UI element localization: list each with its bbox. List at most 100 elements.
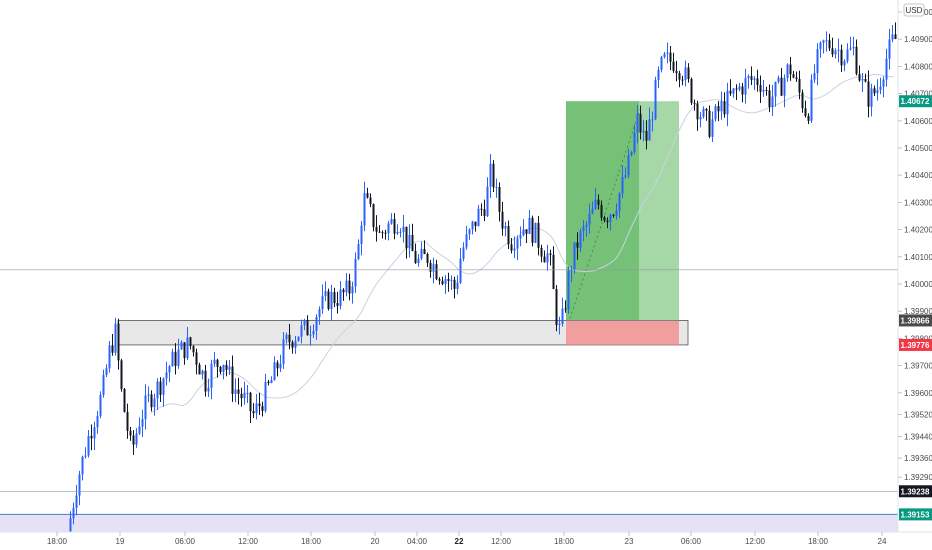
candle-body [642,130,645,133]
candle-body [726,90,729,115]
candle-body [483,209,486,216]
candle-body [843,61,846,66]
candle-body [156,381,159,399]
candle-body [585,224,588,227]
candle-body [189,337,192,347]
candle-body [492,163,495,188]
candle-body [594,199,597,209]
zones-layer [0,101,898,532]
candle-body [411,234,414,252]
time-tick-label: 12:00 [491,537,512,546]
candle-body [114,323,117,353]
candle-body [297,336,300,341]
candle-body [96,416,99,428]
candle-body [336,303,339,306]
candle-body [270,380,273,384]
candle-body [276,362,279,369]
price-tick-label: 1.39900 [904,307,932,316]
candle-body [591,208,594,214]
candle-body [537,222,540,248]
candle-body [813,73,816,80]
candle-body [525,229,528,234]
candle-body [597,199,600,205]
candle-body [246,392,249,394]
candle-body [630,151,633,155]
candle-body [606,220,609,223]
candle-body [354,259,357,287]
candle-body [891,34,894,40]
candle-body [555,289,558,326]
candle-body [447,279,450,281]
candle-body [237,389,240,394]
candle-body [231,366,234,394]
candle-body [633,132,636,152]
time-ticks-layer: 18:00 19 06:00 12:00 18:00 20 04:00 22 12:00 18:0… [47,532,887,546]
candle-body [438,279,441,281]
candle-body [285,334,288,340]
candle-body [375,227,378,232]
candle-body [519,235,522,239]
candle-body [876,89,879,94]
time-tick-label: 04:00 [407,537,428,546]
candle-body [210,363,213,388]
time-tick-label: 12:00 [238,537,259,546]
price-tag-label: 1.39866 [901,316,930,325]
candle-body [513,248,516,251]
candle-body [369,197,372,205]
candle-body [660,57,663,70]
candle-body [540,247,543,257]
candle-body [684,67,687,81]
candle-body [390,219,393,224]
candle-body [195,352,198,365]
candle-body [312,330,315,335]
candle-body [618,193,621,211]
price-tick-label: 1.39440 [904,432,932,441]
candle-body [252,411,255,414]
candle-body [351,286,354,294]
currency-badge[interactable]: USD [903,3,925,17]
candle-body [567,270,570,310]
candle-body [387,223,390,234]
candle-body [261,406,264,411]
candle-body [429,263,432,272]
candle-body [837,49,840,51]
candle-body [117,323,120,361]
price-tick-label: 1.40800 [904,62,932,71]
candle-body [456,282,459,289]
candle-body [570,269,573,271]
candle-body [861,78,864,81]
candle-body [549,253,552,255]
candle-body [357,244,360,260]
candle-body [612,214,615,216]
candle-body [882,79,885,87]
candle-body [573,242,576,270]
candle-body [588,213,591,225]
candle-body [777,77,780,82]
candle-body [819,42,822,50]
candle-body [720,101,723,112]
price-tick-label: 1.40200 [904,226,932,235]
candle-body [801,92,804,109]
candle-body [663,53,666,58]
candle-body [201,370,204,375]
candle-body [177,349,180,366]
price-tick-label: 1.39360 [904,454,932,463]
candle-body [165,372,168,379]
time-axis-panel[interactable] [0,532,898,550]
price-axis-panel[interactable] [898,0,932,532]
candle-body [495,187,498,189]
time-tick-label: 18:00 [301,537,322,546]
candle-body [291,342,294,348]
candle-body [348,280,351,294]
time-tick-label: 06:00 [175,537,196,546]
candle-body [624,175,627,178]
candle-body [873,88,876,94]
candle-body [639,113,642,133]
candle-body [432,264,435,272]
candle-body [672,61,675,71]
candle-body [501,211,504,229]
candle-body [657,69,660,80]
candle-body [363,193,366,226]
